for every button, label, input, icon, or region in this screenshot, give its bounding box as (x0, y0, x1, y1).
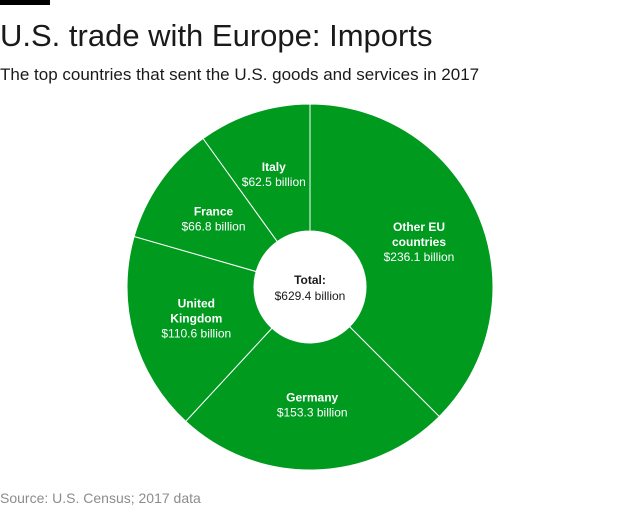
source-note: Source: U.S. Census; 2017 data (0, 490, 201, 506)
slice-value-united-kingdom: $110.6 billion (161, 327, 231, 341)
slice-label-united-kingdom: Kingdom (170, 312, 222, 326)
chart-subtitle: The top countries that sent the U.S. goo… (0, 65, 480, 84)
pie-slice-other-eu-countries (309, 103, 494, 418)
pie-slice-united-kingdom (126, 235, 273, 423)
chart-title: U.S. trade with Europe: Imports (0, 18, 433, 53)
slice-label-italy: Italy (262, 160, 286, 174)
slice-label-other-eu-countries: countries (392, 235, 446, 249)
slice-value-italy: $62.5 billion (242, 175, 306, 189)
center-total-label: Total: (294, 273, 326, 287)
pie-slice-germany (185, 325, 440, 471)
slice-label-other-eu-countries: Other EU (393, 220, 445, 234)
slice-value-france: $66.8 billion (181, 220, 245, 234)
slice-label-united-kingdom: United (178, 297, 215, 311)
slice-label-germany: Germany (286, 391, 338, 405)
top-rule (0, 0, 50, 5)
center-total-value: $629.4 billion (275, 289, 346, 303)
pie-slice-france (133, 137, 278, 273)
pie-slice-italy (202, 103, 311, 243)
slice-label-france: France (194, 205, 234, 219)
slice-value-germany: $153.3 billion (277, 406, 348, 420)
slice-value-other-eu-countries: $236.1 billion (384, 250, 455, 264)
